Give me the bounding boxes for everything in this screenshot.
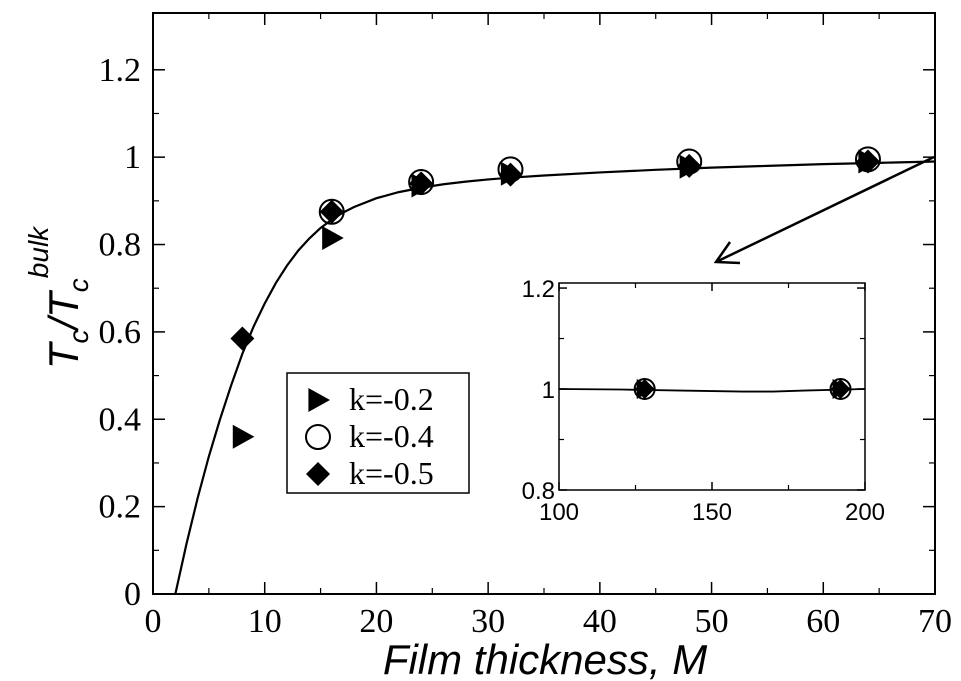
legend-label-2: k=-0.4	[349, 418, 434, 454]
x-tick-label: 150	[692, 499, 732, 526]
inset-axis-ticks: 100 150 200 0.8 1 1.2	[522, 276, 885, 526]
fit-curve	[558, 388, 866, 393]
y-tick-label: 1.2	[522, 276, 555, 303]
x-tick-label: 60	[806, 603, 840, 640]
y-tick-label: 0.8	[522, 478, 555, 505]
svg-text:Tc/Tcbulk: Tc/Tcbulk	[23, 225, 94, 369]
legend-label-3: k=-0.5	[349, 455, 434, 491]
data-point-series-1	[232, 424, 255, 449]
y-tick-label: 0.8	[99, 227, 142, 264]
legend-marker-1	[308, 388, 330, 412]
data-point-series-3	[677, 153, 702, 178]
data-point-series-3	[230, 326, 255, 351]
legend-markers	[305, 388, 331, 486]
main-axis-ticks: 0 10 20 30 40 50 60 70 0 0.2 0.4 0.6 0.8 1 1.2	[99, 13, 952, 640]
y-title-sup: bulk	[23, 225, 54, 278]
data-point-series-3	[634, 379, 655, 400]
y-tick-label: 0.4	[99, 401, 142, 438]
y-title-sep: /T	[40, 289, 87, 333]
y-title-base: T	[40, 340, 87, 369]
data-point-series-3	[498, 162, 523, 187]
legend: k=-0.2 k=-0.4 k=-0.5	[286, 372, 470, 494]
legend-marker-2	[305, 424, 331, 450]
main-fit-curve-group	[174, 160, 936, 595]
y-axis-title: Tc/Tcbulk	[23, 225, 94, 369]
inset-data-points	[633, 378, 852, 401]
legend-marker-3	[306, 462, 330, 486]
x-tick-label: 10	[248, 603, 282, 640]
y-tick-label: 1	[124, 139, 141, 176]
inset-chart: 100 150 200 0.8 1 1.2	[522, 276, 885, 526]
x-tick-label: 0	[145, 603, 162, 640]
y-tick-label: 0.6	[99, 314, 142, 351]
legend-label-1: k=-0.2	[349, 381, 434, 417]
x-tick-label: 30	[471, 603, 505, 640]
y-tick-label: 1	[542, 377, 555, 404]
y-tick-label: 0.2	[99, 489, 142, 526]
data-point-series-3	[319, 199, 344, 224]
x-tick-label: 20	[359, 603, 393, 640]
main-plot-frame	[152, 12, 936, 595]
main-data-points	[230, 146, 881, 449]
x-tick-label: 50	[695, 603, 729, 640]
inset-plot-frame	[558, 282, 866, 491]
inset-fit-curve-group	[558, 388, 866, 393]
y-title-base-sub: c	[63, 330, 94, 344]
x-tick-label: 200	[845, 499, 885, 526]
x-tick-label: 100	[539, 499, 579, 526]
data-point-series-1	[322, 225, 344, 250]
y-title-sep-sub: c	[63, 278, 94, 292]
data-point-series-3	[409, 171, 434, 196]
x-tick-label: 70	[918, 603, 952, 640]
fit-curve	[174, 160, 936, 595]
y-tick-label: 0	[124, 576, 141, 613]
inset-background	[559, 283, 865, 490]
data-point-series-3	[855, 149, 880, 174]
x-axis-title: Film thickness, M	[383, 636, 707, 681]
y-tick-label: 1.2	[99, 52, 142, 89]
data-point-series-3	[830, 379, 851, 400]
x-tick-label: 40	[583, 603, 617, 640]
callout-arrow	[713, 155, 935, 265]
